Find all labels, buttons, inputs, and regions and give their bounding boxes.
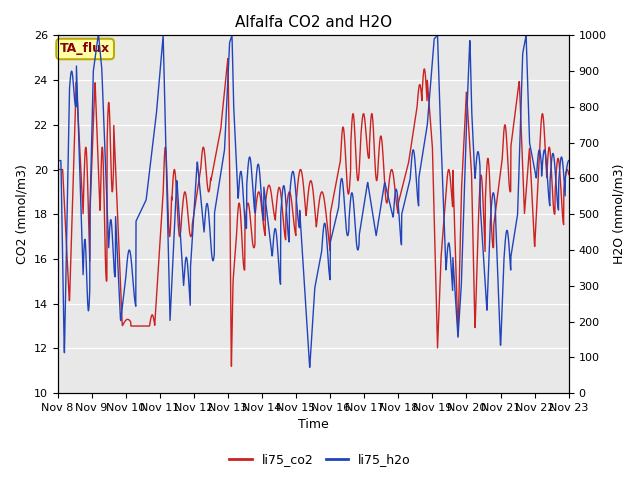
- Text: TA_flux: TA_flux: [60, 43, 110, 56]
- Title: Alfalfa CO2 and H2O: Alfalfa CO2 and H2O: [235, 15, 392, 30]
- Y-axis label: H2O (mmol/m3): H2O (mmol/m3): [612, 164, 625, 264]
- X-axis label: Time: Time: [298, 419, 328, 432]
- Y-axis label: CO2 (mmol/m3): CO2 (mmol/m3): [15, 164, 28, 264]
- Legend: li75_co2, li75_h2o: li75_co2, li75_h2o: [224, 448, 416, 471]
